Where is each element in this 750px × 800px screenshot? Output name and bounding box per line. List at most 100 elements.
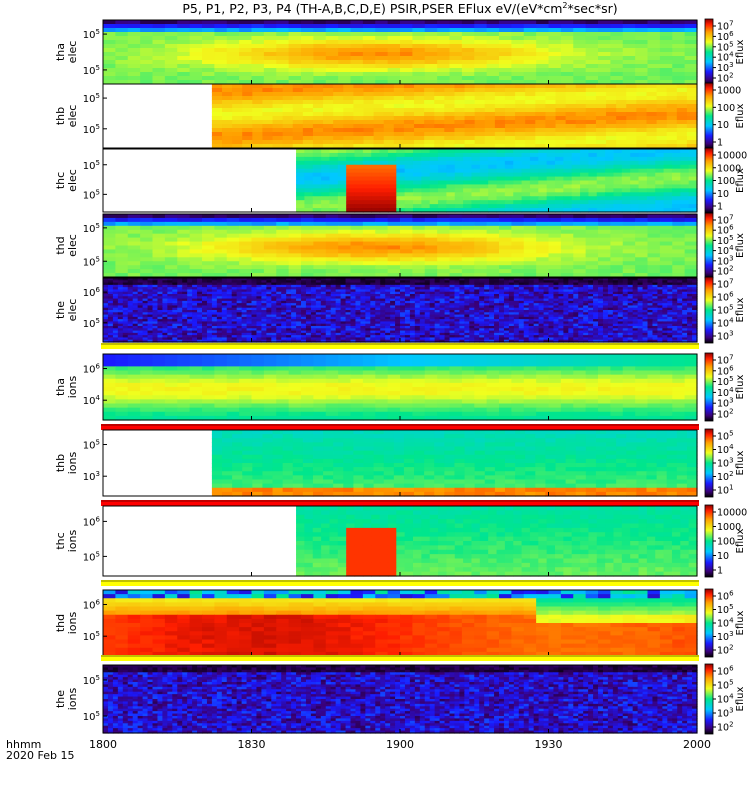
heatmap-cell: [612, 310, 619, 313]
heatmap-cell: [434, 84, 445, 89]
heatmap-cell: [474, 287, 480, 291]
heatmap-cell: [511, 229, 525, 235]
heatmap-cell: [525, 140, 536, 145]
heatmap-cell: [206, 303, 213, 307]
heatmap-cell: [429, 294, 436, 297]
heatmap-cell: [471, 152, 481, 158]
heatmap-cell: [494, 88, 506, 93]
heatmap-cell: [263, 48, 277, 53]
heatmap-cell: [598, 48, 611, 53]
heatmap-cell: [499, 289, 505, 293]
heatmap-cell: [338, 64, 352, 69]
heatmap-cell: [321, 160, 331, 166]
heatmap-cell: [424, 120, 435, 125]
heatmap-cell: [232, 100, 243, 105]
heatmap-cell: [676, 100, 688, 105]
heatmap-cell: [350, 291, 357, 295]
heatmap-cell: [239, 214, 253, 219]
heatmap-cell: [647, 48, 661, 53]
heatmap-cell: [677, 291, 683, 295]
heatmap-cell: [373, 116, 385, 121]
heatmap-cell: [315, 300, 322, 304]
heatmap-cell: [216, 303, 223, 307]
heatmap-cell: [637, 310, 644, 313]
heatmap-cell: [335, 287, 342, 291]
heatmap-cell: [206, 282, 213, 286]
heatmap-cell: [686, 132, 698, 137]
heatmap-cell: [335, 291, 342, 295]
heatmap-cell: [152, 36, 166, 41]
heatmap-cell: [226, 298, 233, 302]
heatmap-cell: [461, 261, 475, 266]
heatmap-cell: [404, 176, 414, 182]
heatmap-cell: [461, 269, 475, 274]
heatmap-cell: [503, 282, 510, 286]
heatmap-cell: [438, 208, 447, 213]
heatmap-cell: [503, 300, 510, 304]
heatmap-cell: [568, 305, 574, 309]
colorbar-label: Eflux: [735, 39, 746, 64]
heatmap-cell: [221, 296, 228, 300]
heatmap-cell: [686, 112, 698, 117]
heatmap-cell: [115, 64, 129, 69]
heatmap-cell: [312, 92, 324, 97]
heatmap-cell: [655, 152, 665, 158]
heatmap-cell: [424, 307, 431, 311]
heatmap-cell: [335, 289, 342, 293]
heatmap-cell: [580, 180, 590, 186]
heatmap-cell: [112, 312, 119, 316]
heatmap-cell: [117, 312, 124, 316]
heatmap-cell: [513, 287, 520, 291]
heatmap-cell: [103, 294, 109, 297]
heatmap-cell: [140, 217, 154, 223]
heatmap-cell: [585, 249, 599, 254]
heatmap-cell: [313, 32, 327, 37]
heatmap-cell: [672, 52, 686, 57]
heatmap-cell: [393, 88, 405, 93]
heatmap-cell: [471, 188, 481, 193]
heatmap-cell: [177, 284, 183, 288]
heatmap-cell: [429, 164, 439, 170]
heatmap-cell: [157, 287, 163, 291]
heatmap-cell: [621, 149, 631, 154]
heatmap-cell: [602, 298, 609, 302]
heatmap-cell: [486, 72, 500, 77]
heatmap-cell: [677, 305, 683, 309]
heatmap-cell: [214, 265, 228, 270]
heatmap-cell: [523, 68, 537, 73]
heatmap-cell: [346, 168, 356, 174]
heatmap-cell: [438, 160, 447, 166]
heatmap-cell: [412, 188, 422, 193]
heatmap-cell: [177, 60, 191, 65]
heatmap-cell: [404, 172, 414, 178]
colorbar-tick-label: 104: [717, 51, 734, 64]
heatmap-cell: [323, 108, 334, 113]
heatmap-cell: [292, 120, 304, 125]
heatmap-cell: [152, 265, 166, 270]
heatmap-cell: [404, 149, 414, 154]
heatmap-cell: [373, 112, 385, 117]
heatmap-cell: [396, 156, 406, 162]
heatmap-cell: [147, 294, 154, 297]
heatmap-cell: [684, 64, 698, 69]
heatmap-cell: [525, 104, 536, 109]
heatmap-cell: [484, 278, 490, 281]
heatmap-cell: [508, 298, 515, 302]
heatmap-cell: [630, 204, 640, 209]
heatmap-cell: [262, 136, 274, 141]
heatmap-cell: [511, 80, 525, 85]
heatmap-cell: [177, 287, 183, 291]
heatmap-cell: [598, 291, 604, 295]
heatmap-cell: [525, 92, 536, 97]
heatmap-cell: [189, 261, 203, 266]
heatmap-cell: [315, 278, 322, 281]
heatmap-cell: [396, 180, 406, 186]
heatmap-cell: [385, 287, 391, 291]
heatmap-cell: [612, 280, 619, 284]
heatmap-cell: [323, 116, 334, 121]
heatmap-cell: [474, 265, 488, 270]
heatmap-cell: [459, 278, 465, 281]
heatmap-cell: [464, 116, 476, 121]
heatmap-cell: [337, 200, 347, 205]
heatmap-cell: [571, 172, 581, 178]
